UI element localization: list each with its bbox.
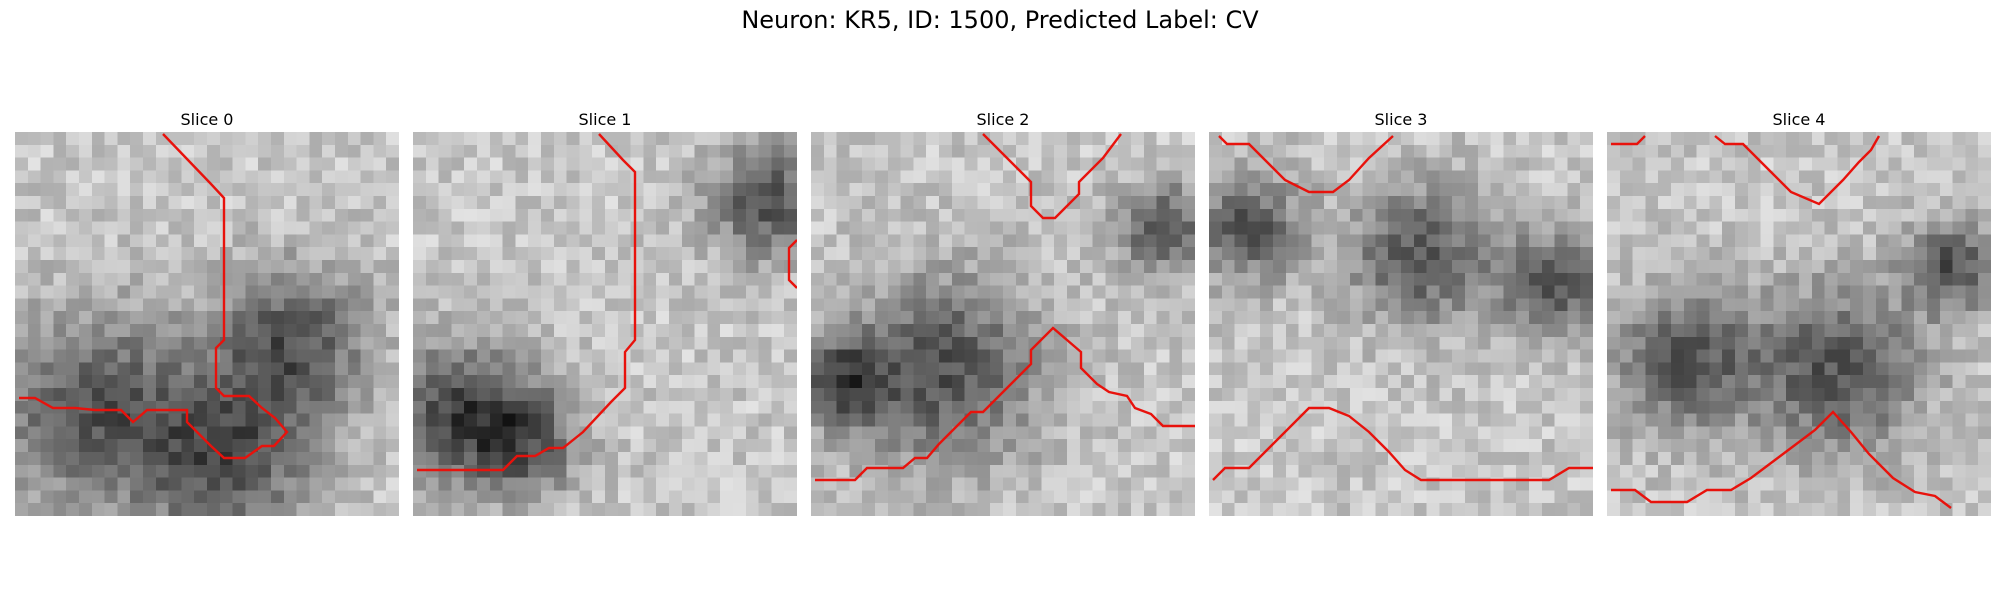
slice-title: Slice 4 <box>1772 110 1826 129</box>
micrograph-image <box>811 132 1195 516</box>
slice-title: Slice 1 <box>578 110 632 129</box>
micrograph-image <box>1209 132 1593 516</box>
contour-overlay <box>815 133 1195 482</box>
figure-title: Neuron: KR5, ID: 1500, Predicted Label: … <box>741 6 1259 34</box>
contour-overlay <box>417 133 797 472</box>
contour-line <box>417 133 637 472</box>
slice-image <box>1209 132 1593 516</box>
slice-panel-1: Slice 1 <box>413 108 797 516</box>
contour-line <box>787 239 797 289</box>
slice-image <box>413 132 797 516</box>
slice-title: Slice 3 <box>1374 110 1428 129</box>
micrograph-image <box>413 132 797 516</box>
contour-line <box>1611 410 1952 509</box>
contour-line <box>1714 135 1881 206</box>
slice-panel-0: Slice 0 <box>15 108 399 516</box>
slice-panel-4: Slice 4 <box>1607 108 1991 516</box>
contour-line <box>1212 406 1593 482</box>
slice-image <box>811 132 1195 516</box>
slice-title: Slice 2 <box>976 110 1030 129</box>
contour-overlay <box>1212 135 1593 482</box>
contour-line <box>982 133 1122 220</box>
slice-title: Slice 0 <box>180 110 234 129</box>
slice-image <box>15 132 399 516</box>
contour-line <box>19 133 289 460</box>
contour-line <box>1611 135 1646 146</box>
contour-overlay <box>19 133 289 460</box>
micrograph-image <box>15 132 399 516</box>
slice-image <box>1607 132 1991 516</box>
contour-overlay <box>1611 135 1952 509</box>
contour-line <box>1218 135 1394 194</box>
slice-panel-3: Slice 3 <box>1209 108 1593 516</box>
slice-panel-2: Slice 2 <box>811 108 1195 516</box>
contour-line <box>815 326 1195 482</box>
